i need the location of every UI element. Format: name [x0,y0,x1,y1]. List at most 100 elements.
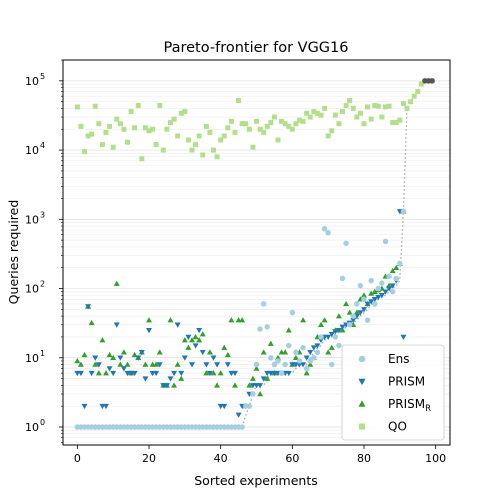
prism-point [214,362,221,368]
prism-point [368,299,375,305]
qo-point [300,118,306,124]
ens-point [336,342,342,349]
prism-r-point [196,337,203,343]
prism-point [131,370,138,377]
ens-point [271,361,278,368]
ens-point [289,309,296,316]
ens-point [400,208,407,215]
prism-point [189,362,195,368]
qo-point [289,126,295,132]
prism-r-point [228,317,235,323]
qo-point [78,123,84,129]
prism-r-point [232,382,238,388]
qo-point [357,110,363,116]
qo-point [365,104,371,110]
prism-point [400,334,407,340]
qo-point [415,89,421,95]
qo-point [390,120,396,126]
prism-point [81,403,88,410]
prism-r-point [103,370,109,376]
qo-point [239,121,245,127]
ens-point [239,424,245,430]
prism-point [103,403,109,410]
prism-r-point [146,317,152,323]
prism-point [113,322,120,328]
prism-r-point [368,290,375,296]
ens-point [278,370,285,376]
qo-point [132,125,138,131]
ens-point [346,322,353,328]
x-tick-label: 100 [425,452,446,465]
prism-r-point [210,370,217,376]
y-tick-label: 10 [25,213,39,226]
prism-point [224,362,231,368]
ens-point [296,358,303,364]
qo-point [325,133,331,139]
prism-r-point [217,370,224,376]
prism-r-point [167,317,174,323]
prism-point [120,366,127,372]
qo-point [322,105,328,111]
x-tick-label: 80 [357,452,371,465]
prism-r-point [246,382,253,388]
prism-r-point [264,375,271,381]
prism-point [375,294,382,301]
y-tick-exponent: 2 [40,280,45,289]
prism-r-point [260,349,267,355]
legend: Ens PRISM PRISMR QO [341,344,445,441]
plot-frame [62,59,451,446]
ens-point [354,301,360,307]
prism-r-point [199,331,206,337]
ens-point [268,355,274,361]
qo-point [275,137,281,143]
prism-point [339,324,346,330]
prism-r-point [285,327,292,333]
ens-point [372,301,378,307]
prism-r-point [239,317,246,323]
qo-point [318,112,324,118]
ens-point [343,240,349,247]
prism-r-point [142,361,149,367]
qo-point [103,129,109,135]
prism-point [257,383,264,389]
qo-point [264,123,270,129]
prism-r-point [88,319,95,326]
qo-point [114,116,120,122]
prism-r-point [174,361,181,367]
qo-point [361,121,367,127]
qo-point [340,109,345,115]
ens-point [393,275,399,282]
prism-r-point [81,351,88,358]
prism-r-point [328,344,335,350]
qo-point [236,98,242,104]
prism-point [314,343,321,349]
qo-point [196,133,202,139]
prism-r-point [206,349,213,355]
prism-r-point [325,349,332,355]
prism-r-point [292,354,299,361]
x-tick-label: 0 [74,452,81,465]
ens-point [307,358,313,364]
prism-point [260,376,267,382]
qo-point [128,109,134,115]
prism-r-point [339,327,346,333]
qo-point [268,120,274,126]
legend-box [341,344,445,441]
prism-point [335,327,342,334]
prism-point [156,362,163,368]
prism-point [310,345,317,351]
prism-point [350,317,357,324]
endpoints-point [429,78,435,84]
prism-r-point [343,300,350,307]
prism-r-point [92,361,99,367]
qo-point [279,118,285,124]
qo-point [211,147,216,153]
prism-point [357,310,364,316]
qo-point [400,101,406,107]
qo-point [250,144,256,150]
prism-r-point [185,344,192,350]
qo-point [125,139,130,145]
qo-point [311,109,317,115]
prism-point [389,283,396,289]
